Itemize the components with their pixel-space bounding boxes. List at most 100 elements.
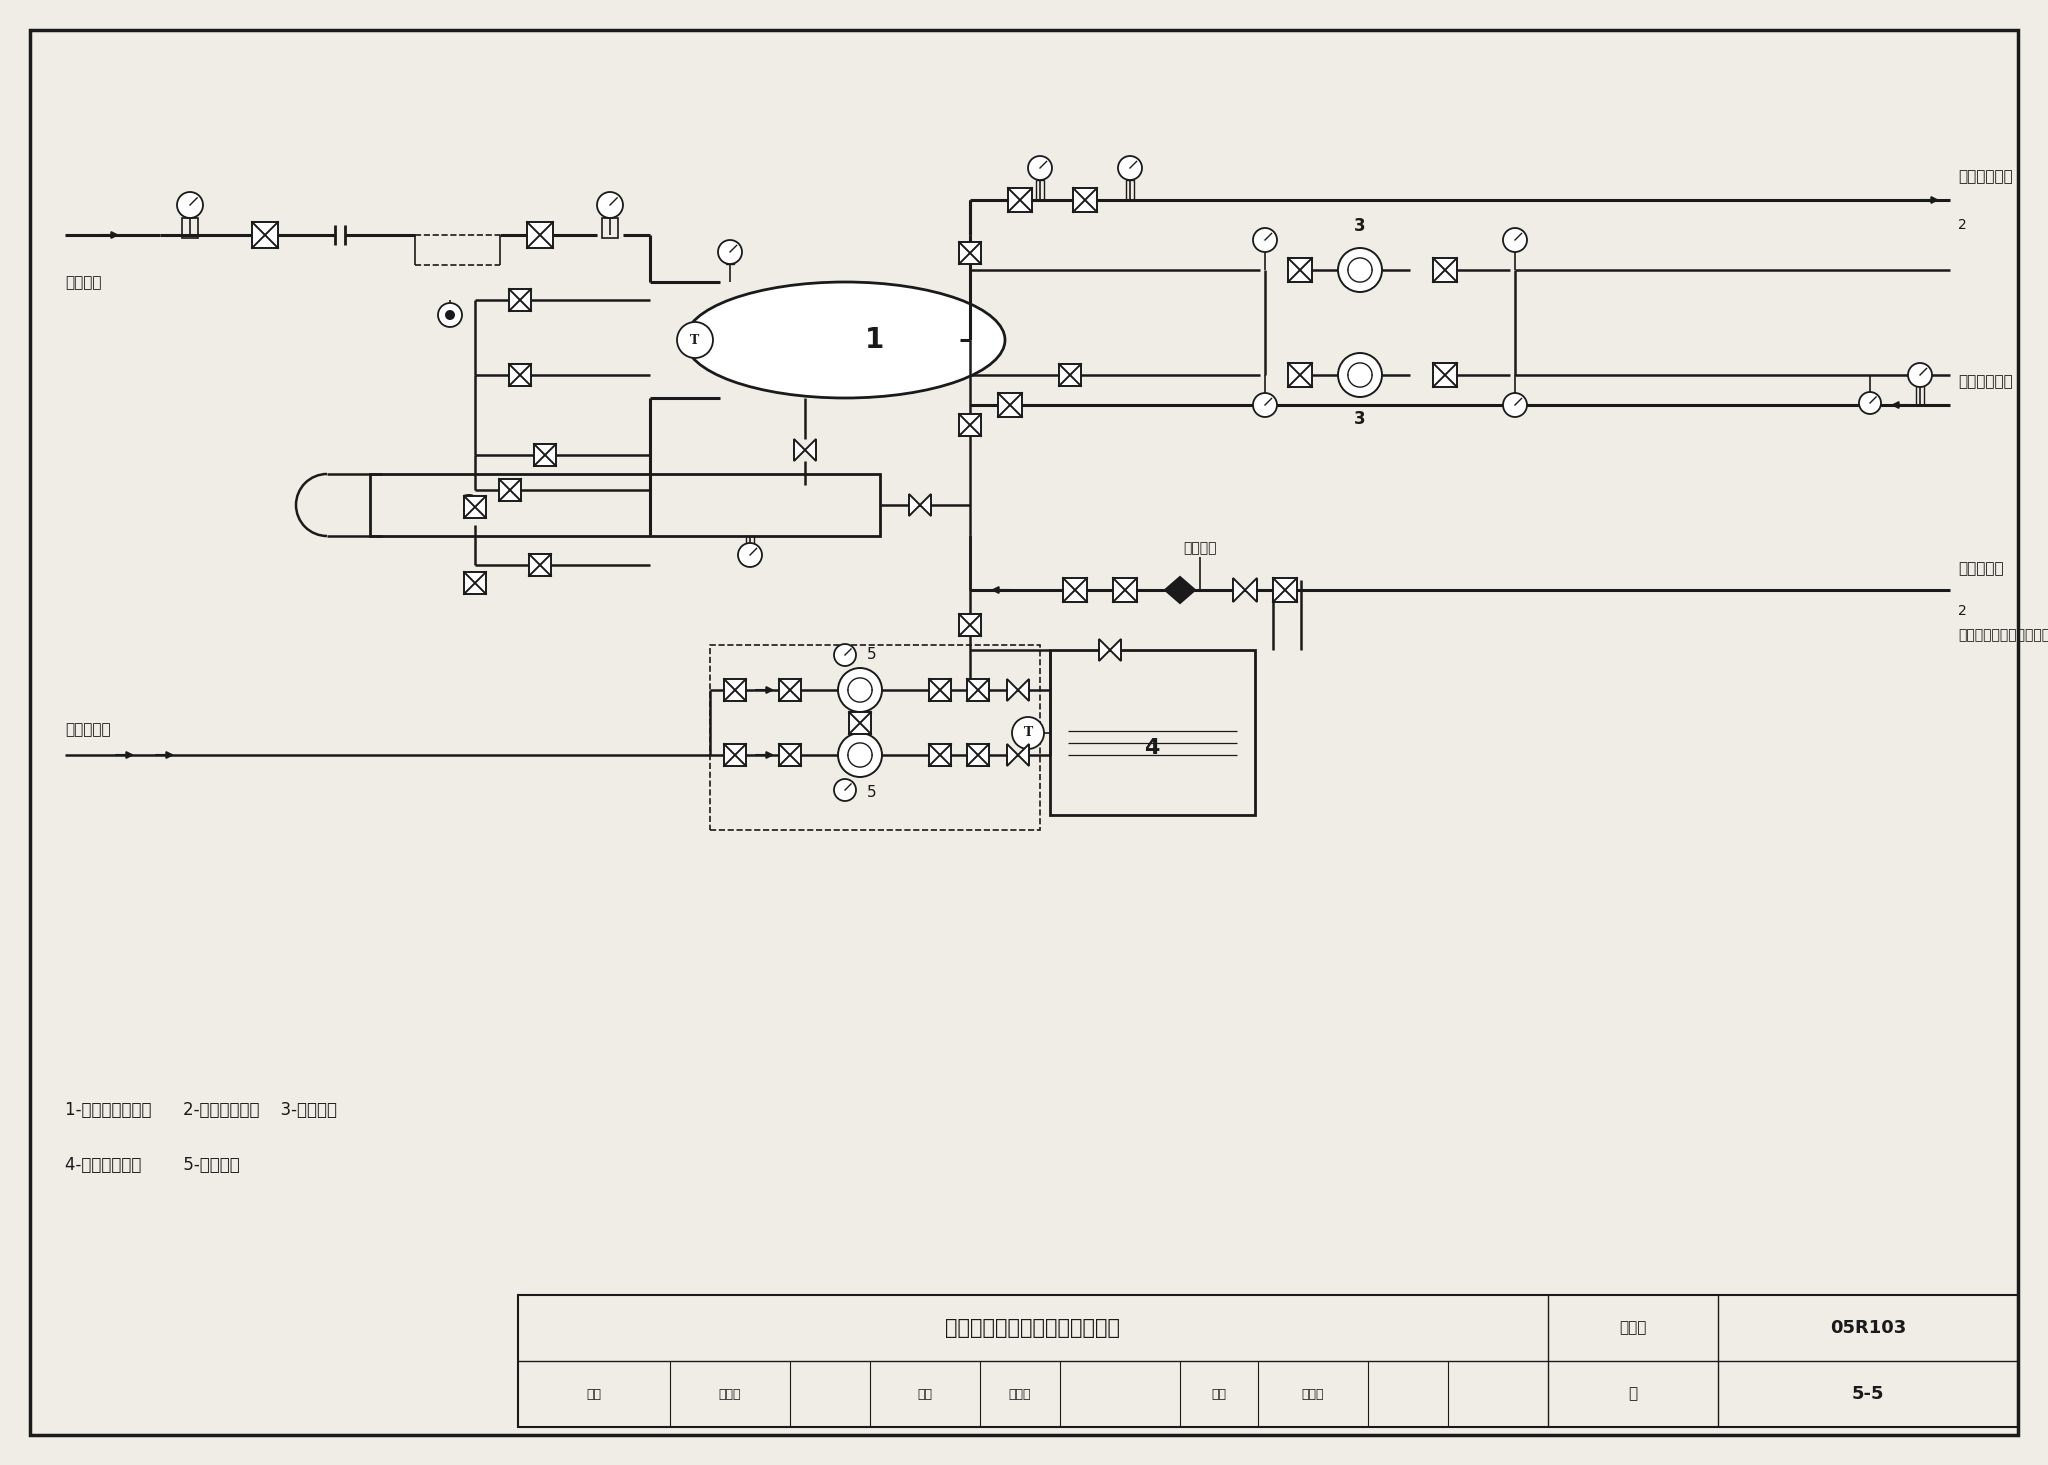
Circle shape (176, 192, 203, 218)
Circle shape (1253, 393, 1278, 418)
Text: T: T (1024, 727, 1032, 740)
Text: 生活热水供水: 生活热水供水 (1958, 168, 2013, 185)
Circle shape (1118, 155, 1143, 180)
Circle shape (1253, 229, 1278, 252)
Text: 生活给水管水压力大于生活热水回水压力: 生活给水管水压力大于生活热水回水压力 (1958, 628, 2048, 642)
Text: 2: 2 (461, 494, 479, 517)
Circle shape (719, 240, 741, 264)
Bar (518, 1295, 2017, 1427)
Text: 审核: 审核 (586, 1387, 602, 1401)
Circle shape (438, 303, 463, 327)
Bar (1288, 258, 1313, 281)
Bar (465, 571, 485, 593)
Bar (711, 645, 1040, 831)
Bar (778, 678, 801, 700)
Bar (510, 363, 530, 385)
Circle shape (1028, 155, 1053, 180)
Bar (1036, 180, 1044, 201)
Bar (1073, 188, 1098, 212)
Bar (371, 475, 881, 536)
Text: 5: 5 (866, 648, 877, 662)
Bar (465, 497, 485, 519)
Polygon shape (1233, 579, 1245, 602)
Bar (725, 744, 745, 766)
Bar (725, 678, 745, 700)
Text: 生活给水管: 生活给水管 (1958, 561, 2003, 576)
Bar (850, 712, 870, 734)
Text: 1-容积式热交换器      2-快速热交换器    3-循环水泵: 1-容积式热交换器 2-快速热交换器 3-循环水泵 (66, 1102, 338, 1119)
Text: 脂型流阀: 脂型流阀 (1184, 541, 1217, 555)
Bar (528, 554, 551, 576)
Polygon shape (1165, 577, 1194, 604)
Circle shape (598, 192, 623, 218)
Circle shape (838, 732, 883, 776)
Bar (967, 678, 989, 700)
Bar (1434, 363, 1456, 387)
Text: 05R103: 05R103 (1829, 1318, 1907, 1338)
Ellipse shape (684, 281, 1006, 398)
Bar (1126, 180, 1135, 201)
Circle shape (1337, 248, 1382, 292)
Bar (967, 744, 989, 766)
Circle shape (737, 544, 762, 567)
Bar (602, 218, 618, 237)
Circle shape (1337, 353, 1382, 397)
Text: 5-5: 5-5 (1851, 1384, 1884, 1403)
Bar (1288, 363, 1313, 387)
Bar (1434, 258, 1456, 281)
Circle shape (1860, 393, 1880, 415)
Bar (930, 744, 950, 766)
Bar (1063, 579, 1087, 602)
Text: 设计: 设计 (1212, 1387, 1227, 1401)
Bar (1051, 650, 1255, 815)
Bar (1008, 188, 1032, 212)
Bar (526, 223, 553, 248)
Circle shape (1503, 229, 1528, 252)
Bar (1274, 579, 1296, 602)
Text: 4-开式凝结水箱        5-凝结水泵: 4-开式凝结水箱 5-凝结水泵 (66, 1156, 240, 1173)
Text: 刘继兴: 刘继兴 (1303, 1387, 1325, 1401)
Text: 5: 5 (866, 785, 877, 800)
Circle shape (834, 779, 856, 801)
Circle shape (834, 645, 856, 667)
Bar (930, 678, 950, 700)
Polygon shape (1008, 744, 1018, 766)
Bar (958, 242, 981, 264)
Text: 3: 3 (1354, 410, 1366, 428)
Bar (1112, 579, 1137, 602)
Polygon shape (1018, 678, 1028, 700)
Circle shape (678, 322, 713, 357)
Text: 页: 页 (1628, 1386, 1638, 1402)
Polygon shape (805, 440, 815, 461)
Text: 校对: 校对 (918, 1387, 932, 1401)
Text: 凝结水回水: 凝结水回水 (66, 722, 111, 737)
Bar (252, 223, 279, 248)
Bar (958, 415, 981, 437)
Text: 生活热水回水: 生活热水回水 (1958, 374, 2013, 390)
Polygon shape (795, 440, 805, 461)
Circle shape (838, 668, 883, 712)
Text: 图集号: 图集号 (1620, 1320, 1647, 1336)
Circle shape (1909, 363, 1931, 387)
Bar (958, 614, 981, 636)
Bar (725, 252, 733, 264)
Text: T: T (690, 334, 700, 347)
Polygon shape (1008, 678, 1018, 700)
Bar (510, 289, 530, 311)
Circle shape (1503, 393, 1528, 418)
Text: 3: 3 (1354, 217, 1366, 234)
Polygon shape (1018, 744, 1028, 766)
Text: 4: 4 (1145, 738, 1159, 757)
Bar (997, 393, 1022, 418)
Bar (745, 536, 754, 548)
Bar (778, 744, 801, 766)
Circle shape (444, 311, 455, 319)
Text: 生活热水二级热交换器供应系统: 生活热水二级热交换器供应系统 (946, 1318, 1120, 1338)
Circle shape (1012, 716, 1044, 749)
Bar (500, 479, 520, 501)
Text: 2: 2 (1958, 218, 1966, 231)
Bar (1917, 375, 1923, 404)
Text: 熊育铭: 熊育铭 (719, 1387, 741, 1401)
Text: 沙玉兰: 沙玉兰 (1010, 1387, 1032, 1401)
Bar (535, 444, 555, 466)
